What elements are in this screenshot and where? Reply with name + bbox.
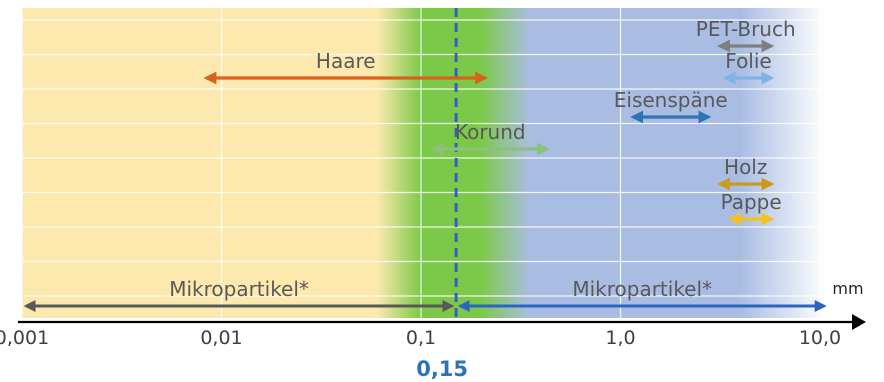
range-label: Haare (316, 49, 376, 73)
x-tick-label: 1,0 (605, 327, 635, 349)
range-label: Folie (725, 49, 771, 73)
threshold-label: 0,15 (416, 357, 468, 381)
range-label: Pappe (721, 190, 782, 214)
x-tick-label: 10,0 (799, 327, 841, 349)
range-label: Holz (724, 155, 767, 179)
x-tick-label: 0,001 (0, 327, 49, 349)
x-axis-unit: mm (832, 279, 863, 298)
range-label: Mikropartikel* (169, 277, 309, 301)
range-label: PET-Bruch (696, 17, 796, 41)
plot-background (22, 8, 826, 318)
range-label: Korund (455, 120, 526, 144)
range-label: Eisenspäne (614, 88, 728, 112)
x-tick-label: 0,1 (406, 327, 436, 349)
x-tick-label: 0,01 (200, 327, 242, 349)
x-axis-arrowhead (852, 314, 866, 330)
range-label: Mikropartikel* (572, 277, 712, 301)
